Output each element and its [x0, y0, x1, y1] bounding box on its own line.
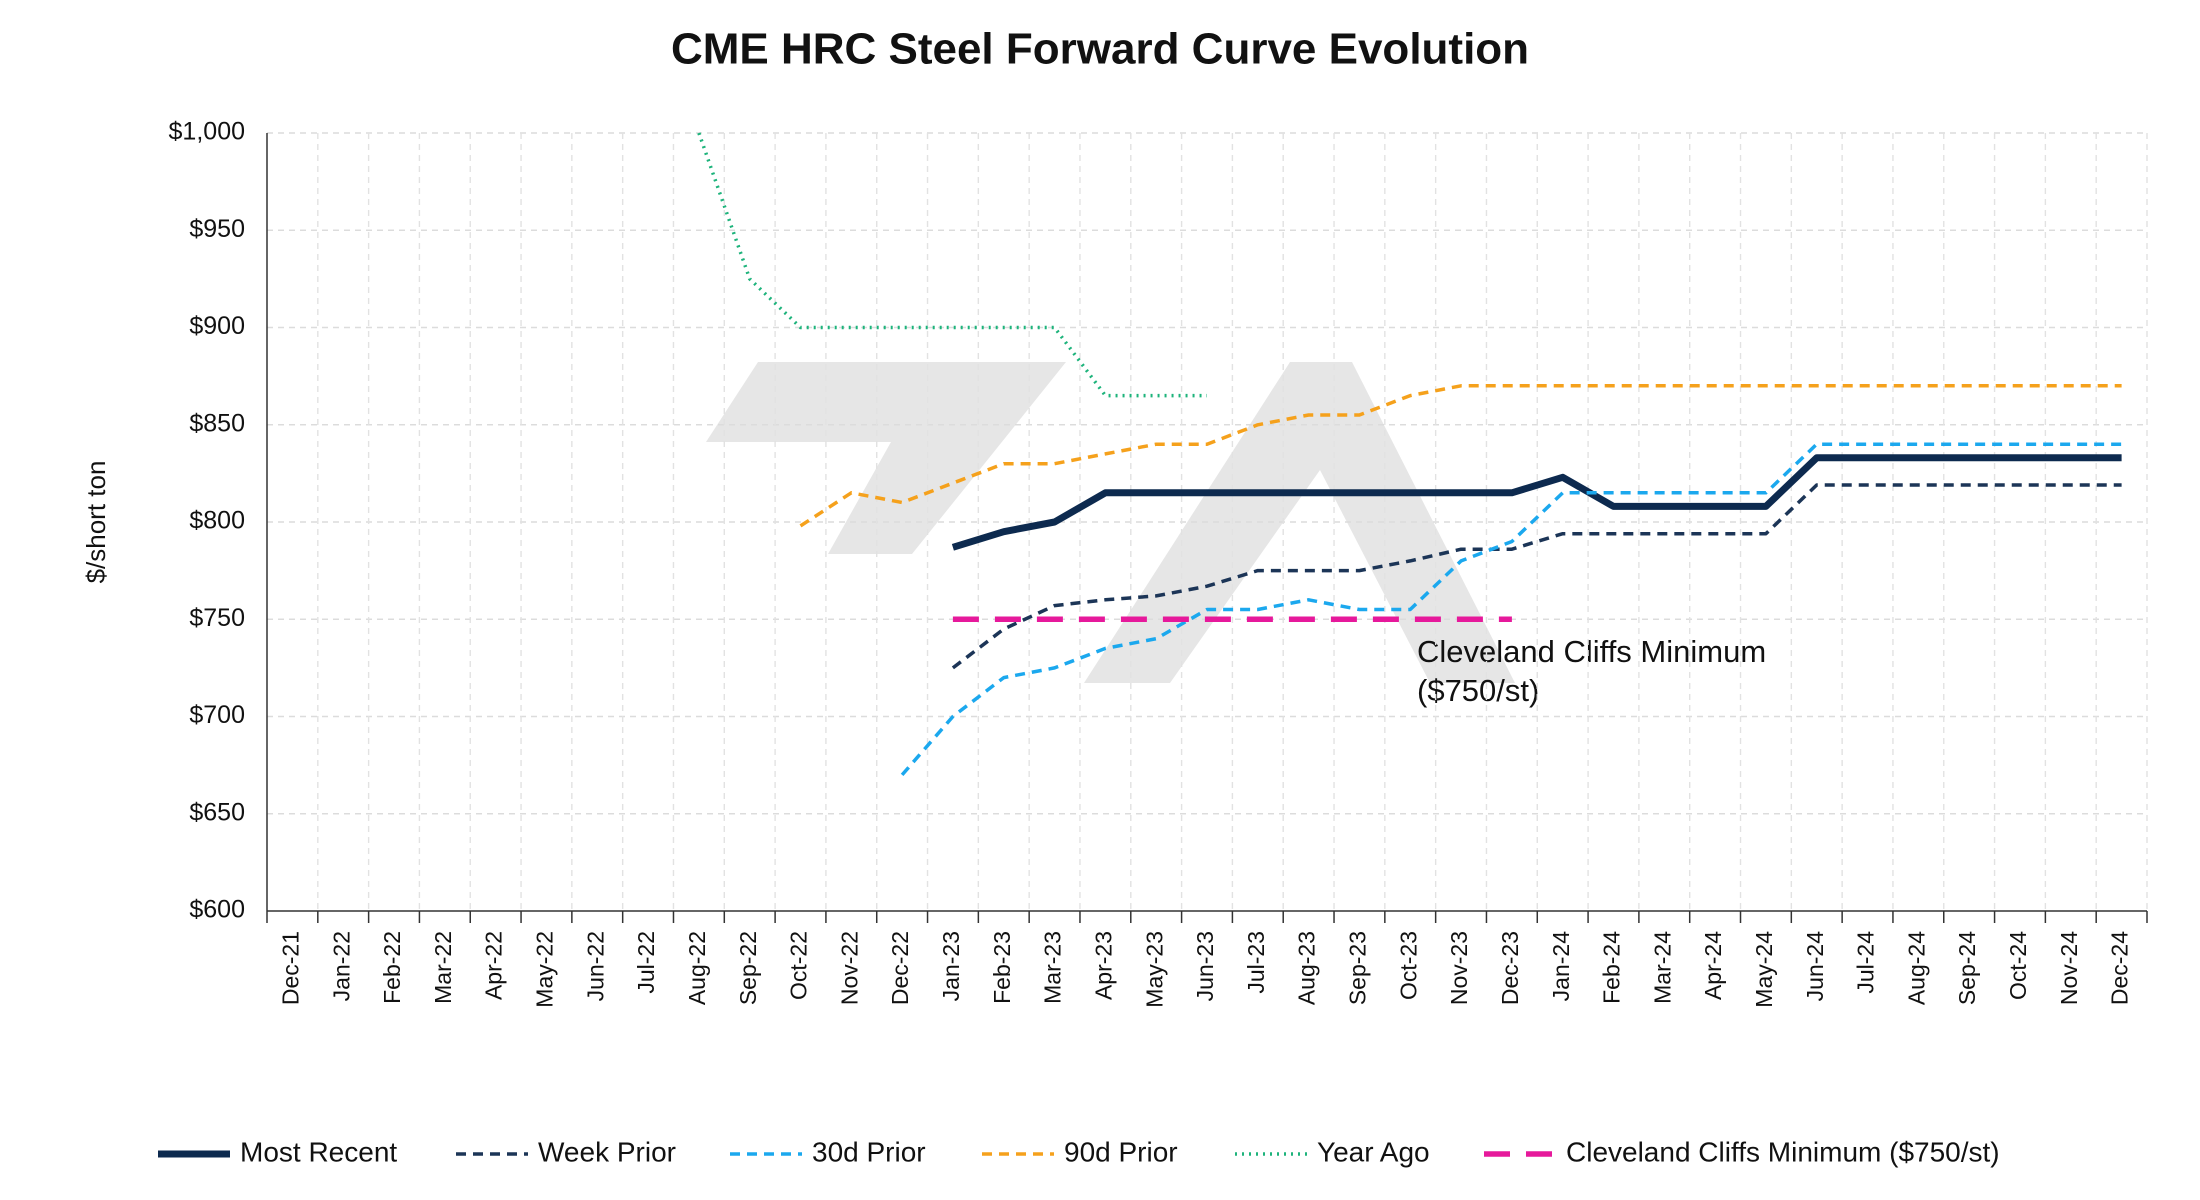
x-tick-label: Apr-22: [481, 931, 507, 1000]
x-tick-label: Sep-24: [1954, 931, 1980, 1005]
watermark-seven: [706, 362, 1066, 554]
series-line: [951, 483, 2122, 670]
x-tick-label: Jul-22: [633, 931, 659, 994]
y-tick-label: $650: [189, 798, 245, 826]
x-tick-label: Jan-22: [328, 931, 354, 1001]
x-tick-label: Dec-22: [887, 931, 913, 1005]
series-line: [951, 454, 2122, 551]
y-axis-label: $/short ton: [81, 461, 111, 584]
y-tick-label: $700: [189, 701, 245, 729]
x-tick-label: Jun-24: [1802, 931, 1828, 1002]
watermark: [706, 362, 1515, 683]
legend-label: Most Recent: [240, 1136, 397, 1167]
x-tick-label: Jan-24: [1548, 931, 1574, 1002]
x-tick-label: Mar-23: [1040, 931, 1066, 1004]
x-tick-label: Aug-23: [1294, 931, 1320, 1005]
x-tick-label: Nov-22: [836, 931, 862, 1005]
chart-title: CME HRC Steel Forward Curve Evolution: [671, 25, 1529, 74]
x-tick-label: Mar-22: [430, 931, 456, 1004]
x-tick-label: Jun-23: [1192, 931, 1218, 1001]
legend-label: 30d Prior: [812, 1136, 926, 1167]
x-tick-label: Feb-24: [1599, 931, 1625, 1004]
legend-label: Cleveland Cliffs Minimum ($750/st): [1566, 1136, 2000, 1167]
x-tick-label: Nov-24: [2056, 931, 2082, 1005]
x-tick-label: Nov-23: [1446, 931, 1472, 1005]
x-tick-label: Oct-23: [1395, 931, 1421, 1000]
x-tick-label: Jan-23: [938, 931, 964, 1001]
x-tick-label: Oct-24: [2005, 931, 2031, 1000]
x-tick-label: Aug-22: [684, 931, 710, 1005]
x-tick-label: Jul-23: [1243, 931, 1269, 994]
series-line: [799, 384, 2122, 528]
y-tick-label: $1,000: [169, 118, 245, 146]
x-tick-label: Jul-24: [1853, 931, 1879, 994]
y-tick-label: $600: [189, 896, 245, 924]
watermark-a: [1084, 362, 1515, 683]
x-tick-label: Feb-22: [379, 931, 405, 1004]
x-tick-label: Oct-22: [786, 931, 812, 1000]
x-tick-label: May-22: [532, 931, 558, 1008]
y-tick-label: $850: [189, 409, 245, 437]
legend-label: 90d Prior: [1064, 1136, 1178, 1167]
x-tick-label: Apr-23: [1090, 931, 1116, 1000]
legend-label: Week Prior: [538, 1136, 676, 1167]
annotation: Cleveland Cliffs Minimum: [1417, 634, 1766, 669]
x-tick-label: Sep-22: [735, 931, 761, 1005]
x-tick-label: Jun-22: [582, 931, 608, 1001]
y-tick-label: $750: [189, 604, 245, 632]
x-tick-label: Dec-21: [277, 931, 303, 1005]
y-tick-label: $900: [189, 312, 245, 340]
legend-label: Year Ago: [1317, 1136, 1430, 1167]
x-tick-label: Dec-24: [2107, 931, 2133, 1005]
y-tick-label: $950: [189, 215, 245, 243]
series-line: [900, 442, 2122, 777]
annotation: ($750/st): [1417, 673, 1539, 708]
x-tick-label: Mar-24: [1649, 931, 1675, 1004]
x-tick-label: Dec-23: [1497, 931, 1523, 1005]
x-tick-label: Feb-23: [989, 931, 1015, 1004]
x-tick-label: Sep-23: [1345, 931, 1371, 1005]
x-tick-label: Aug-24: [1903, 931, 1929, 1005]
x-tick-label: May-23: [1141, 931, 1167, 1008]
y-tick-label: $800: [189, 507, 245, 535]
x-tick-label: May-24: [1751, 931, 1777, 1008]
x-tick-label: Apr-24: [1700, 931, 1726, 1000]
